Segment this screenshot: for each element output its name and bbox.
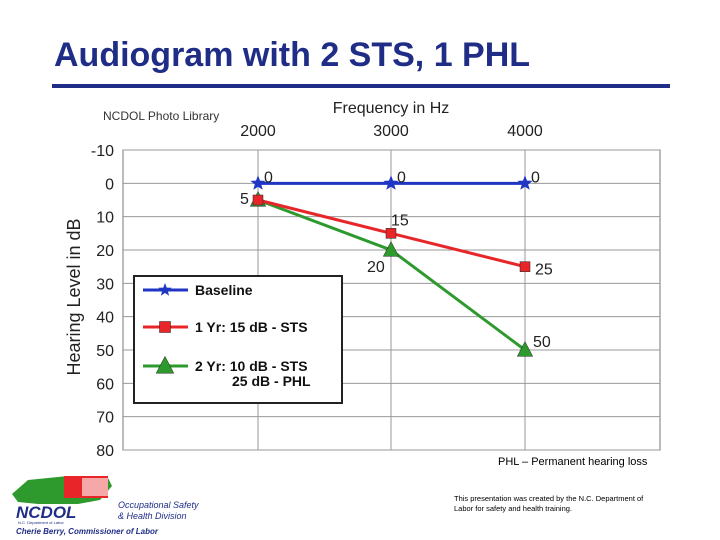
legend-label-3-line2: 25 dB - PHL (232, 373, 311, 389)
logo-name: NCDOL (16, 503, 76, 522)
legend-marker-1 (158, 283, 172, 296)
x-tick-label: 3000 (373, 123, 409, 140)
data-point-s2-3 (519, 261, 531, 272)
y-tick-label: 10 (96, 210, 114, 227)
photo-credit: NCDOL Photo Library (103, 109, 219, 123)
ncdol-logo: NCDOL N.C. Department of Labor Occupatio… (12, 476, 199, 536)
data-point-s3-2 (382, 241, 400, 257)
data-label: 20 (367, 259, 385, 276)
data-point-s2-1 (252, 194, 264, 206)
legend-label-1: Baseline (195, 282, 253, 298)
data-label: 0 (531, 169, 540, 186)
data-point-s2-2 (385, 228, 397, 239)
title-divider (52, 84, 670, 88)
legend-box (133, 275, 343, 404)
data-label: 0 (264, 169, 273, 186)
logo-division-line2: & Health Division (118, 511, 187, 521)
logo-commissioner: Cherie Berry, Commissioner of Labor (16, 527, 159, 536)
logo-subtitle: N.C. Department of Labor (18, 520, 64, 525)
data-label: 0 (397, 169, 406, 186)
legend-marker-2 (159, 321, 171, 333)
y-tick-label: 50 (96, 343, 114, 360)
y-tick-label: -10 (91, 143, 114, 160)
y-axis-title: Hearing Level in dB (64, 218, 84, 375)
x-axis-title: Frequency in Hz (333, 100, 450, 117)
data-label: 15 (391, 212, 409, 229)
logo-division-line1: Occupational Safety (118, 500, 199, 510)
y-tick-label: 60 (96, 376, 114, 393)
y-tick-label: 20 (96, 243, 114, 260)
y-tick-label: 30 (96, 276, 114, 293)
slide-title: Audiogram with 2 STS, 1 PHL (54, 36, 531, 74)
data-point-s1-3 (517, 175, 533, 190)
legend-label-3: 2 Yr: 10 dB - STS (195, 358, 308, 374)
audiogram-chart: NCDOL Photo Library Frequency in Hz Hear… (64, 100, 661, 460)
data-label: 50 (533, 334, 551, 351)
y-tick-label: 40 (96, 310, 114, 327)
data-label: 25 (535, 262, 553, 279)
logo-badge2-icon (82, 478, 108, 496)
data-point-s3-3 (516, 341, 534, 357)
data-label: 5 (240, 191, 249, 208)
phl-footnote: PHL – Permanent hearing loss (498, 456, 648, 468)
data-point-s1-1 (250, 175, 266, 190)
legend-label-2: 1 Yr: 15 dB - STS (195, 319, 308, 335)
footer-note: This presentation was created by the N.C… (454, 494, 644, 513)
data-point-s1-2 (383, 175, 399, 190)
y-tick-label: 80 (96, 443, 114, 460)
legend-marker-3 (155, 355, 175, 374)
legend: Baseline 1 Yr: 15 dB - STS 2 Yr: 10 dB - S… (133, 275, 343, 404)
x-tick-label: 4000 (507, 123, 543, 140)
y-tick-label: 0 (105, 176, 114, 193)
y-tick-label: 70 (96, 410, 114, 427)
x-tick-label: 2000 (240, 123, 276, 140)
